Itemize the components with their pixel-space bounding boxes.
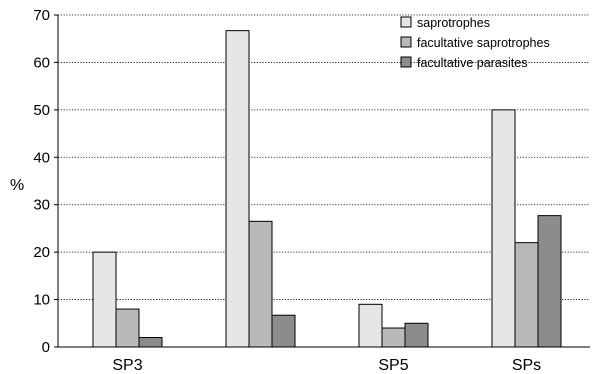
y-tick-label: 0 <box>42 339 50 356</box>
legend-swatch <box>400 16 412 28</box>
y-axis-label: % <box>10 177 24 194</box>
legend-swatch <box>400 56 412 68</box>
bar <box>404 322 429 348</box>
legend-label: facultative saprotrophes <box>417 36 550 50</box>
bar <box>537 215 562 348</box>
y-tick-label: 10 <box>33 292 50 309</box>
y-tick-label: 60 <box>33 54 50 71</box>
bar <box>491 109 516 348</box>
category-label: SP5 <box>378 357 408 374</box>
legend: saprotrophes facultative saprotrophes facu… <box>400 16 550 70</box>
bar <box>358 303 383 348</box>
legend-label: facultative parasites <box>417 56 527 70</box>
bar <box>248 220 273 348</box>
y-tick-label: 20 <box>33 244 50 261</box>
y-tick-label: 50 <box>33 102 50 119</box>
category-label: SP3 <box>112 357 142 374</box>
y-tick-label: 30 <box>33 197 50 214</box>
bar <box>115 308 140 348</box>
bar <box>514 242 539 348</box>
category-label: SPs <box>512 357 541 374</box>
bar <box>271 314 296 348</box>
bar <box>92 251 117 348</box>
y-tick-labels: 0 10 20 30 40 50 60 70 <box>33 7 50 356</box>
category-labels: SP3 SP5 SPs <box>112 357 541 374</box>
bars <box>92 30 562 348</box>
y-tick-label: 70 <box>33 7 50 24</box>
bar <box>381 327 406 348</box>
bar <box>225 30 250 348</box>
legend-swatch <box>400 36 412 48</box>
legend-label: saprotrophes <box>417 16 490 30</box>
axes <box>57 15 590 348</box>
bar <box>138 337 163 348</box>
y-tick-label: 40 <box>33 149 50 166</box>
